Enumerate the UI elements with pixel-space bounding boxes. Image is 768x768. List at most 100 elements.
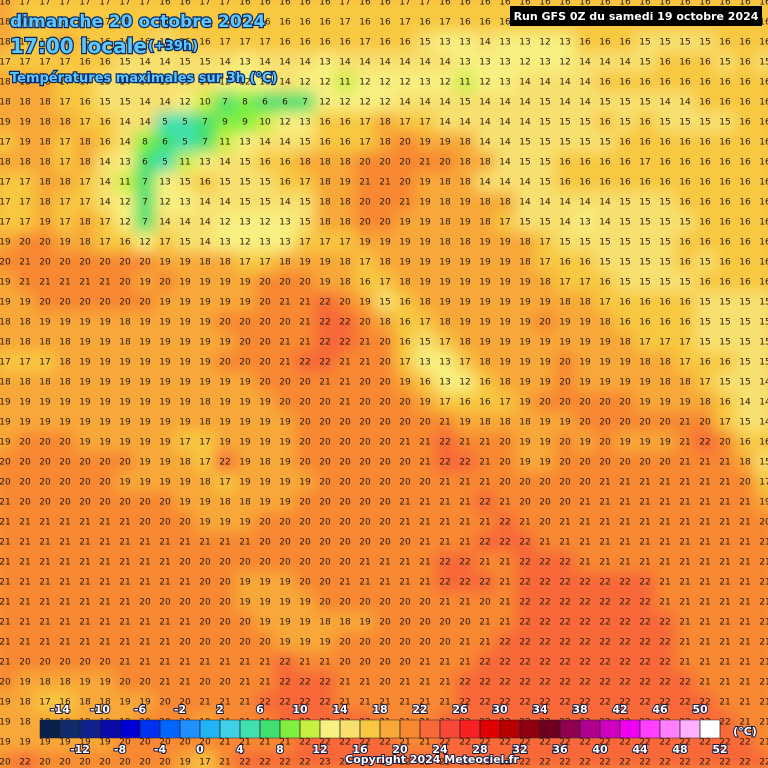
legend-label: 46 (652, 703, 668, 716)
temperature-cell (75, 112, 95, 132)
temperature-cell (675, 492, 695, 512)
temperature-cell (0, 52, 15, 72)
temperature-cell (75, 492, 95, 512)
temperature-value: 22 (659, 678, 670, 688)
temperature-value: 22 (439, 558, 450, 568)
temperature-value: 19 (539, 298, 551, 308)
temperature-cell (95, 32, 115, 52)
temperature-cell (735, 432, 755, 452)
temperature-value: 22 (639, 578, 650, 588)
temperature-value: 15 (719, 318, 730, 328)
temperature-value: 14 (559, 198, 571, 208)
temperature-value: 14 (119, 138, 131, 148)
temperature-value: 19 (119, 378, 131, 388)
temperature-value: 21 (39, 598, 50, 608)
temperature-value: 22 (579, 638, 590, 648)
temperature-value: 21 (699, 618, 710, 628)
temperature-value: 22 (279, 658, 290, 668)
temperature-cell (55, 392, 75, 412)
temperature-cell (35, 392, 55, 412)
temperature-cell (175, 412, 195, 432)
temperature-cell (135, 272, 155, 292)
temperature-value: 19 (139, 478, 151, 488)
temperature-cell (435, 272, 455, 292)
temperature-value: 21 (419, 578, 430, 588)
temperature-cell (715, 92, 735, 112)
temperature-cell (735, 572, 755, 592)
temperature-cell (315, 232, 335, 252)
temperature-cell (35, 0, 55, 12)
temperature-value: 17 (399, 118, 410, 128)
temperature-cell (75, 152, 95, 172)
temperature-cell (635, 512, 655, 532)
temperature-value: 19 (439, 278, 451, 288)
temperature-cell (55, 572, 75, 592)
temperature-cell (395, 252, 415, 272)
temperature-value: 14 (279, 198, 291, 208)
temperature-value: 15 (759, 58, 768, 68)
temperature-value: 18 (319, 218, 331, 228)
temperature-value: 17 (539, 258, 550, 268)
temperature-cell (335, 232, 355, 252)
temperature-value: 15 (679, 118, 690, 128)
temperature-value: 20 (239, 358, 251, 368)
temperature-cell (195, 272, 215, 292)
temperature-value: 18 (59, 178, 71, 188)
temperature-value: 16 (379, 38, 391, 48)
temperature-cell (755, 312, 768, 332)
temperature-value: 19 (239, 578, 251, 588)
temperature-value: 19 (479, 338, 491, 348)
temperature-value: 20 (139, 678, 151, 688)
temperature-value: 21 (419, 678, 430, 688)
temperature-cell (695, 532, 715, 552)
temperature-cell (35, 112, 55, 132)
temperature-cell (295, 172, 315, 192)
temperature-value: 19 (399, 218, 411, 228)
temperature-value: 20 (539, 498, 551, 508)
temperature-cell (595, 152, 615, 172)
temperature-value: 17 (199, 758, 210, 768)
temperature-cell (555, 552, 575, 572)
temperature-value: 21 (739, 598, 750, 608)
temperature-cell (115, 12, 135, 32)
temperature-value: 22 (539, 738, 550, 748)
temperature-cell (575, 252, 595, 272)
temperature-cell (435, 552, 455, 572)
temperature-value: 18 (339, 258, 351, 268)
temperature-cell (195, 532, 215, 552)
temperature-cell (495, 252, 515, 272)
temperature-cell (735, 272, 755, 292)
temperature-cell (35, 212, 55, 232)
temperature-value: 19 (0, 298, 11, 308)
temperature-value: 21 (459, 498, 470, 508)
temperature-cell (535, 572, 555, 592)
temperature-cell (35, 552, 55, 572)
temperature-value: 15 (639, 258, 650, 268)
temperature-cell (675, 172, 695, 192)
temperature-value: 20 (119, 278, 131, 288)
temperature-value: 20 (399, 418, 411, 428)
temperature-cell (455, 332, 475, 352)
temperature-value: 19 (399, 258, 411, 268)
temperature-value: 17 (539, 238, 550, 248)
temperature-value: 20 (339, 538, 351, 548)
temperature-value: 13 (319, 58, 330, 68)
temperature-value: 21 (419, 158, 430, 168)
temperature-value: 14 (579, 78, 591, 88)
temperature-value: 21 (419, 518, 430, 528)
temperature-value: 17 (419, 318, 430, 328)
temperature-cell (615, 272, 635, 292)
temperature-cell (675, 312, 695, 332)
temperature-value: 22 (539, 618, 550, 628)
temperature-value: 21 (479, 518, 490, 528)
temperature-value: 22 (699, 758, 710, 768)
temperature-value: 18 (699, 398, 711, 408)
temperature-cell (175, 12, 195, 32)
temperature-cell (275, 132, 295, 152)
temperature-value: 16 (699, 178, 711, 188)
temperature-value: 19 (19, 138, 31, 148)
temperature-value: 18 (459, 178, 471, 188)
temperature-value: 19 (79, 438, 91, 448)
temperature-cell (755, 492, 768, 512)
